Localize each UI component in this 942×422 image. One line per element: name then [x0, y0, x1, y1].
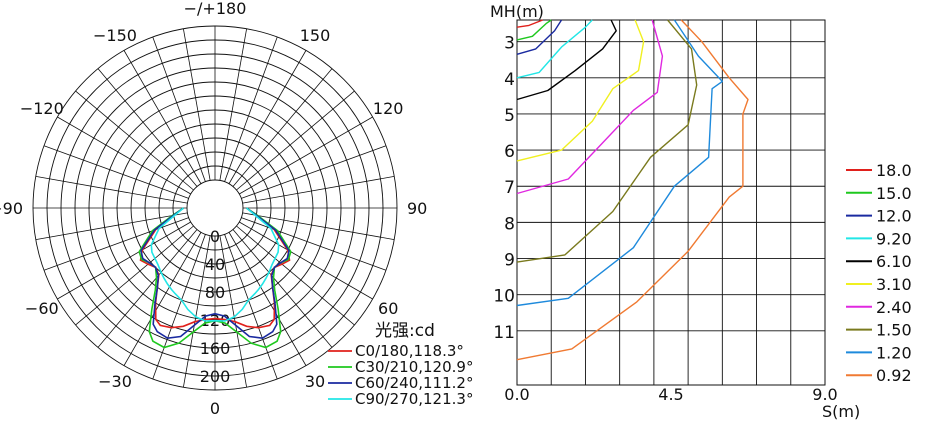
polar-spoke: [183, 28, 211, 181]
polar-angle-label: −/+180: [184, 0, 247, 18]
polar-angle-label: 30: [305, 372, 325, 391]
iso-series-line: [516, 19, 593, 79]
polar-legend-label: C30/210,120.9°: [355, 358, 473, 376]
polar-spoke: [236, 90, 355, 191]
polar-angle-label: 120: [373, 99, 404, 118]
polar-angle-label: −150: [93, 26, 137, 45]
polar-angle-label: −30: [98, 372, 132, 391]
iso-legend-label: 3.10: [876, 275, 912, 294]
polar-spoke: [236, 225, 355, 326]
x-tick-label: 4.5: [658, 385, 683, 404]
polar-spoke: [232, 68, 333, 187]
iso-series-line: [516, 19, 563, 55]
polar-spoke: [241, 145, 387, 199]
polar-spoke: [152, 234, 206, 380]
iso-legend-label: 12.0: [876, 207, 912, 226]
iso-series-line: [516, 19, 698, 263]
iso-series-line: [516, 19, 723, 307]
polar-spoke: [123, 232, 202, 366]
polar-radial-tick-label: 40: [205, 255, 225, 274]
polar-spoke: [35, 176, 188, 204]
polar-spoke: [242, 212, 395, 240]
polar-intensity-chart: −/+180 −150 150 −120 120 −90 90 −60 60 −30 30 0 0 40 8…: [0, 0, 473, 418]
iso-series-line: [516, 19, 617, 101]
plot-frame: [516, 19, 826, 386]
polar-spoke: [43, 145, 189, 199]
x-tick-label: 9.0: [812, 385, 837, 404]
iso-series-line: [516, 19, 543, 28]
y-axis-label: MH(m): [490, 2, 544, 21]
polar-legend-label: C0/180,118.3°: [355, 342, 464, 360]
polar-radial-tick-label: 160: [200, 339, 231, 358]
x-tick-label: 0.0: [504, 385, 529, 404]
polar-legend-label: C90/270,121.3°: [355, 390, 473, 408]
polar-spoke: [228, 232, 307, 366]
polar-series-curve: [150, 207, 280, 322]
x-axis-label: S(m): [822, 402, 860, 421]
polar-spoke: [183, 235, 211, 388]
y-tick-label: 6: [504, 142, 515, 162]
polar-spoke: [57, 221, 191, 300]
polar-spoke: [43, 217, 189, 271]
iso-legend-label: 2.40: [876, 298, 912, 317]
polar-angle-label: 150: [300, 26, 331, 45]
polar-radial-tick-label: 80: [205, 283, 225, 302]
polar-spoke: [57, 116, 191, 195]
iso-legend-label: 9.20: [876, 229, 912, 248]
y-tick-label: 7: [504, 178, 515, 198]
polar-spoke: [239, 221, 373, 300]
iso-legend-label: 1.20: [876, 343, 912, 362]
y-tick-label: 4: [504, 70, 515, 90]
polar-radial-tick-label: 200: [200, 367, 231, 386]
polar-spoke: [224, 36, 278, 182]
iso-series-line: [516, 19, 552, 41]
polar-spoke: [241, 217, 387, 271]
polar-spoke: [224, 234, 278, 380]
y-tick-label: 8: [504, 214, 515, 234]
iso-legend-label: 15.0: [876, 184, 912, 203]
polar-spoke: [123, 50, 202, 184]
iso-legend-label: 6.10: [876, 252, 912, 271]
polar-spoke: [232, 229, 333, 348]
iso-series-line: [516, 19, 645, 162]
iso-legend-label: 18.0: [876, 161, 912, 180]
polar-spoke: [239, 116, 373, 195]
polar-spoke: [75, 90, 194, 191]
polar-angle-label: −120: [20, 99, 64, 118]
polar-angle-label: 60: [378, 299, 398, 318]
y-tick-label: 11: [493, 323, 515, 343]
polar-legend-label: C60/240,111.2°: [355, 374, 473, 392]
polar-spoke: [152, 36, 206, 182]
polar-spoke: [219, 235, 247, 388]
polar-spoke: [219, 28, 247, 181]
iso-legend-label: 0.92: [876, 366, 912, 385]
polar-spoke: [97, 68, 198, 187]
polar-series-curve: [140, 207, 290, 340]
polar-angle-label: 0: [210, 399, 220, 418]
polar-series-curve: [139, 207, 291, 329]
polar-angle-label: −60: [25, 299, 59, 318]
polar-angle-label: 90: [407, 199, 427, 218]
polar-spoke: [35, 212, 188, 240]
polar-unit-label: 光强:cd: [375, 321, 435, 341]
iso-series-line: [516, 19, 749, 361]
y-tick-label: 3: [504, 34, 515, 54]
polar-spoke: [75, 225, 194, 326]
polar-spoke: [242, 176, 395, 204]
y-tick-label: 10: [493, 287, 515, 307]
y-tick-label: 9: [504, 251, 515, 271]
polar-radial-tick-label: 0: [210, 227, 220, 246]
polar-spoke: [228, 50, 307, 184]
isolux-contour-chart: 3 4 5 6 7 8 9 10 11 0.0 4.5 9.0 MH(m) S(m) 18.0 15.0 12.…: [490, 2, 912, 421]
iso-legend-label: 1.50: [876, 321, 912, 340]
iso-series-line: [516, 19, 664, 195]
y-tick-label: 5: [504, 106, 515, 126]
polar-spoke: [97, 229, 198, 348]
polar-angle-label: −90: [0, 199, 23, 218]
